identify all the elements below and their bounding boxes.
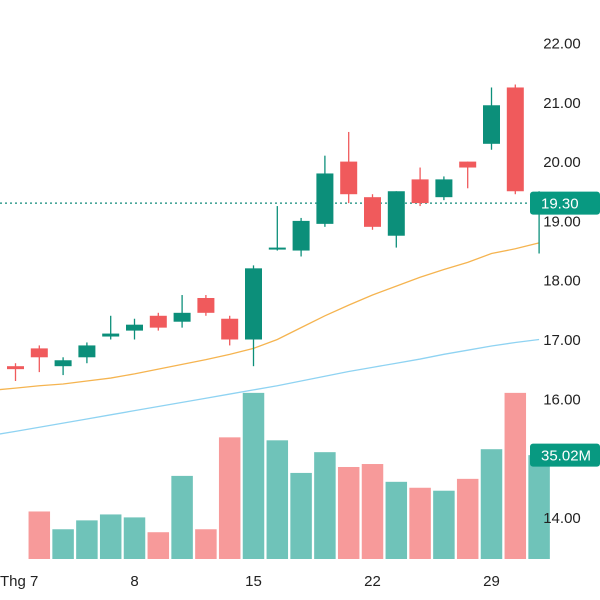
candle-body [30, 348, 48, 358]
candle [506, 84, 524, 195]
last-price-badge: 19.30 [530, 191, 600, 215]
volume-bar [52, 529, 74, 559]
volume-bar [123, 517, 146, 559]
candle [268, 206, 286, 251]
candle-body [173, 312, 191, 322]
volume-bar [266, 440, 289, 559]
candle-body [506, 87, 524, 192]
volume-bar [504, 392, 527, 559]
ma-line-blue [0, 338, 540, 435]
candle-body [126, 324, 143, 331]
y-tick-label: 22.00 [543, 36, 581, 53]
volume-bar [314, 452, 336, 559]
x-tick-label: 22 [364, 573, 381, 590]
candle-body [411, 179, 429, 204]
volume-bar [456, 478, 479, 559]
volume-bar [433, 490, 455, 559]
volume-bar [385, 481, 408, 559]
volume-bar [290, 472, 312, 559]
candles-layer [7, 84, 548, 382]
y-tick-label: 19.00 [543, 213, 581, 230]
candle [340, 131, 358, 204]
volume-bar [409, 487, 431, 559]
candle [411, 167, 429, 207]
candle-body [340, 161, 358, 195]
candle [316, 155, 334, 227]
y-tick-label: 21.00 [543, 95, 581, 112]
moving-average-layer [0, 242, 540, 435]
y-tick-label: 20.00 [543, 154, 581, 171]
volume-bar [528, 455, 550, 559]
candle [197, 295, 215, 316]
candle [126, 318, 143, 340]
candle-body [316, 173, 334, 224]
candle [364, 194, 381, 230]
volume-badge: 35.02M [530, 443, 600, 467]
x-tick-label: Thg 7 [0, 573, 38, 590]
y-tick-label: 14.00 [543, 510, 581, 527]
candle [149, 312, 167, 331]
candle [221, 315, 239, 346]
volume-bar [361, 464, 384, 559]
last-price-badge-bg [530, 191, 600, 215]
volume-bar [218, 437, 241, 559]
volume-bar [76, 520, 98, 559]
candle [292, 217, 310, 257]
candle [7, 363, 24, 382]
candle-body [102, 333, 120, 337]
volume-badge-bg [530, 443, 600, 467]
candle-body [54, 360, 72, 367]
y-tick-label: 16.00 [543, 391, 581, 408]
candle [173, 295, 191, 328]
y-tick-label: 18.00 [543, 273, 581, 290]
volume-bars-layer [28, 392, 550, 559]
volume-badge-text: 35.02M [541, 448, 591, 465]
candle-body [149, 315, 167, 328]
ma-line-orange [0, 242, 540, 391]
candle [483, 87, 500, 150]
candle-body [435, 179, 453, 198]
candle-body [197, 297, 215, 313]
last-price-badge-text: 19.30 [541, 196, 579, 213]
volume-bar [147, 532, 170, 559]
candle [387, 191, 405, 248]
candle [54, 357, 72, 376]
candle [435, 176, 453, 201]
candle-body [364, 197, 381, 227]
candle-body [268, 247, 286, 250]
candle [78, 342, 96, 364]
y-tick-label: 17.00 [543, 332, 581, 349]
candle [102, 315, 120, 340]
time-axis[interactable]: Thg 7 8 15 22 29 [0, 573, 500, 590]
volume-bar [99, 514, 122, 559]
x-tick-label: 29 [483, 573, 500, 590]
volume-bar [337, 466, 360, 559]
volume-bar [480, 449, 503, 559]
candle [30, 345, 48, 373]
candle [459, 161, 477, 189]
axis-price-labels: 19.30 35.02M [530, 191, 600, 467]
candle-body [221, 318, 239, 340]
x-tick-label: 15 [245, 573, 262, 590]
price-axis[interactable]: 22.00 21.00 20.00 19.00 18.00 17.00 16.00 14.00 [543, 36, 581, 527]
candle-body [387, 191, 405, 236]
candle-body [483, 105, 500, 144]
volume-bar [195, 529, 217, 559]
candle [245, 265, 262, 367]
volume-bar [242, 392, 265, 559]
candle-body [459, 161, 477, 168]
candle-body [78, 345, 96, 358]
candle-body [7, 366, 24, 370]
candle-body [245, 268, 262, 340]
volume-bar [28, 511, 51, 559]
volume-bar [171, 475, 193, 559]
candle-body [292, 220, 310, 251]
x-tick-label: 8 [130, 573, 138, 590]
